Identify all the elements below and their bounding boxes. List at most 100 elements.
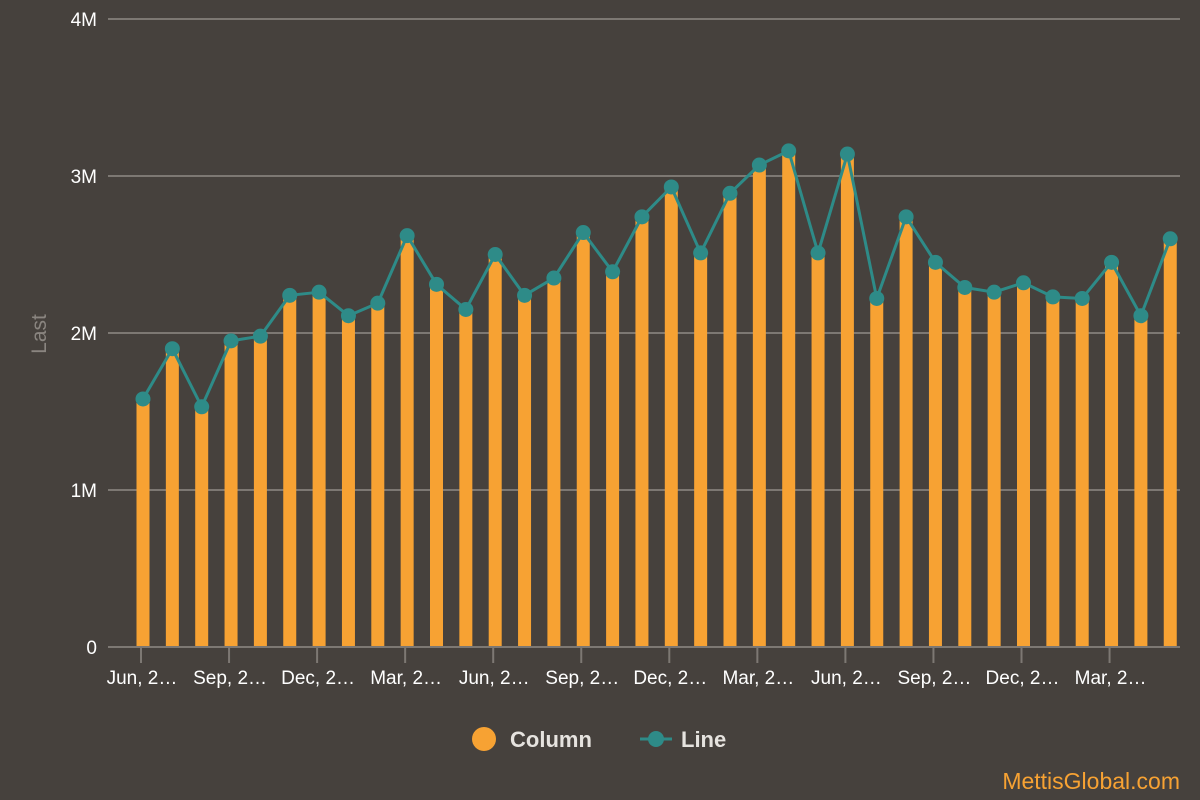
- legend-column-label: Column: [510, 727, 592, 752]
- column-bar[interactable]: [840, 154, 854, 647]
- line-point[interactable]: [986, 284, 1002, 300]
- line-point[interactable]: [458, 301, 474, 317]
- line-point[interactable]: [1133, 308, 1149, 324]
- line-point[interactable]: [311, 284, 327, 300]
- column-bar[interactable]: [1163, 238, 1177, 648]
- column-bar[interactable]: [283, 295, 297, 647]
- credit-link[interactable]: MettisGlobal.com: [1002, 768, 1180, 794]
- column-bar[interactable]: [606, 271, 620, 647]
- column-bar[interactable]: [870, 298, 884, 647]
- line-point[interactable]: [340, 308, 356, 324]
- column-bar[interactable]: [811, 252, 825, 647]
- x-tick-label: Mar, 2…: [370, 668, 442, 689]
- line-point[interactable]: [282, 287, 298, 303]
- x-tick-label: Dec, 2…: [986, 668, 1060, 689]
- x-tick-label: Sep, 2…: [897, 668, 971, 689]
- column-bar[interactable]: [635, 216, 649, 647]
- x-tick-label: Sep, 2…: [193, 668, 267, 689]
- y-tick-label: 1M: [71, 481, 97, 502]
- line-point[interactable]: [252, 328, 268, 344]
- line-series: [135, 143, 1178, 415]
- column-bar[interactable]: [1017, 282, 1030, 647]
- column-bar[interactable]: [782, 150, 796, 647]
- line-point[interactable]: [1045, 289, 1061, 305]
- column-bar[interactable]: [547, 278, 561, 647]
- line-path: [141, 149, 1172, 409]
- line-point[interactable]: [429, 276, 444, 292]
- column-bar[interactable]: [1046, 296, 1060, 647]
- column-bar[interactable]: [664, 186, 678, 648]
- line-point[interactable]: [693, 245, 709, 261]
- column-bar[interactable]: [928, 262, 942, 647]
- line-point[interactable]: [751, 157, 767, 173]
- column-bar[interactable]: [341, 315, 355, 647]
- x-tick-label: Jun, 2…: [107, 668, 178, 689]
- legend-item-column[interactable]: Column: [472, 727, 592, 752]
- column-bar[interactable]: [488, 254, 502, 648]
- x-axis: Jun, 2… Sep, 2… Dec, 2… Mar, 2… Jun, 2… Sep, …: [107, 646, 1180, 689]
- line-point[interactable]: [546, 270, 562, 286]
- line-point[interactable]: [1074, 290, 1090, 306]
- y-tick-label: 4M: [71, 10, 97, 31]
- legend-line-label: Line: [681, 727, 726, 752]
- x-tick-label: Mar, 2…: [722, 668, 794, 689]
- legend-line-symbol: [648, 731, 664, 747]
- column-bar[interactable]: [694, 252, 708, 647]
- column-bar[interactable]: [312, 292, 326, 647]
- column-bar[interactable]: [1075, 298, 1089, 647]
- line-point[interactable]: [957, 279, 973, 295]
- line-point[interactable]: [164, 341, 180, 357]
- column-bar[interactable]: [518, 295, 532, 647]
- line-point[interactable]: [194, 399, 210, 415]
- line-point[interactable]: [634, 209, 650, 225]
- line-point[interactable]: [605, 264, 621, 280]
- x-tick-label: Dec, 2…: [281, 668, 355, 689]
- y-tick-label: 2M: [71, 324, 97, 345]
- column-bar[interactable]: [752, 165, 766, 647]
- line-point[interactable]: [370, 295, 386, 311]
- line-point[interactable]: [135, 391, 151, 407]
- line-point[interactable]: [1162, 231, 1178, 247]
- line-point[interactable]: [223, 333, 239, 349]
- column-bar[interactable]: [136, 398, 150, 647]
- x-tick-label: Jun, 2…: [811, 668, 882, 689]
- line-point[interactable]: [839, 146, 855, 162]
- column-bar[interactable]: [165, 348, 179, 647]
- line-point[interactable]: [869, 290, 885, 306]
- line-point[interactable]: [1104, 254, 1120, 270]
- line-point[interactable]: [898, 209, 914, 225]
- y-tick-label: 3M: [71, 167, 97, 188]
- column-bar[interactable]: [430, 284, 443, 647]
- column-bar[interactable]: [400, 235, 414, 647]
- line-point[interactable]: [781, 143, 797, 159]
- column-bar[interactable]: [958, 287, 972, 647]
- line-point[interactable]: [487, 247, 503, 262]
- line-point[interactable]: [722, 185, 738, 201]
- column-bar[interactable]: [1105, 262, 1119, 647]
- line-point[interactable]: [1016, 275, 1031, 291]
- line-point[interactable]: [810, 245, 826, 261]
- y-tick-label: 0: [86, 638, 97, 659]
- column-bar[interactable]: [723, 193, 737, 647]
- column-bar[interactable]: [224, 340, 238, 647]
- y-axis-title: Last: [28, 314, 51, 354]
- column-bar[interactable]: [459, 309, 473, 647]
- column-bar[interactable]: [899, 216, 913, 647]
- line-point[interactable]: [927, 254, 943, 270]
- legend-column-symbol: [472, 727, 496, 751]
- line-point[interactable]: [575, 225, 591, 241]
- x-tick-label: Sep, 2…: [545, 668, 619, 689]
- column-bar[interactable]: [576, 232, 590, 647]
- line-point[interactable]: [399, 228, 415, 244]
- column-bar[interactable]: [253, 336, 267, 647]
- legend-item-line[interactable]: Line: [640, 727, 726, 752]
- line-point[interactable]: [517, 287, 533, 303]
- y-axis-ticks: 0 1M 2M 3M 4M: [71, 10, 97, 659]
- column-bar[interactable]: [195, 406, 209, 647]
- column-bar[interactable]: [987, 292, 1001, 647]
- x-tick-label: Dec, 2…: [633, 668, 707, 689]
- column-bar[interactable]: [1134, 315, 1148, 647]
- column-bar[interactable]: [371, 303, 385, 647]
- line-point[interactable]: [663, 179, 679, 195]
